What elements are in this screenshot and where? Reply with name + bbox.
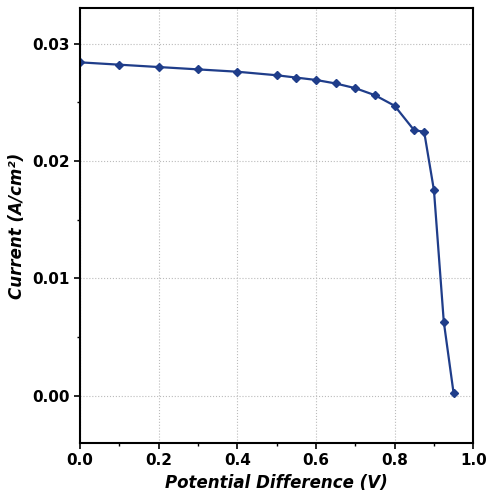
X-axis label: Potential Difference (V): Potential Difference (V) xyxy=(165,474,388,492)
Y-axis label: Current (A/cm²): Current (A/cm²) xyxy=(8,152,26,298)
